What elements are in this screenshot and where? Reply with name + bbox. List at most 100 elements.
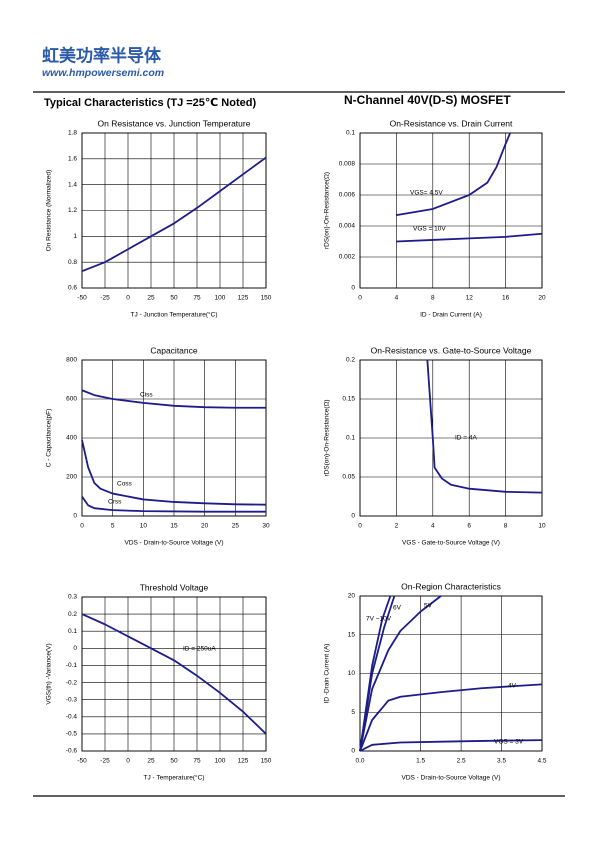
series-label: VGS= 4.5V — [410, 190, 443, 197]
x-tick-label: 150 — [261, 295, 272, 302]
data-line — [359, 739, 543, 752]
y-tick-label: 0.006 — [339, 192, 356, 199]
x-tick-label: 2 — [395, 523, 399, 530]
x-tick-label: 100 — [215, 295, 226, 302]
y-tick-label: 15 — [348, 631, 356, 638]
x-tick-label: 1.5 — [416, 758, 425, 765]
x-tick-label: 0 — [358, 295, 362, 302]
x-tick-label: 12 — [466, 295, 474, 302]
x-tick-label: 50 — [170, 295, 178, 302]
x-tick-label: 4 — [395, 295, 399, 302]
plot-frame — [81, 132, 267, 289]
y-tick-label: 0.1 — [346, 130, 355, 137]
x-tick-label: 8 — [431, 295, 435, 302]
series-label: 5V — [424, 603, 433, 610]
y-tick-label: 0.8 — [68, 259, 77, 266]
data-line — [81, 156, 267, 273]
y-tick-label: 0.6 — [68, 285, 77, 292]
brand: 虹美功率半导体 — [42, 45, 162, 65]
chart-title: Capacitance — [150, 345, 198, 355]
series-label: VGS = 10V — [413, 226, 446, 233]
y-tick-label: 0.004 — [339, 223, 356, 230]
data-line — [81, 613, 267, 735]
y-tick-label: 1 — [73, 233, 77, 240]
x-tick-label: 15 — [170, 523, 178, 530]
x-tick-label: 125 — [238, 295, 249, 302]
y-tick-label: -0.1 — [66, 662, 78, 669]
x-tick-label: 0.0 — [355, 758, 364, 765]
y-tick-label: -0.3 — [66, 696, 78, 703]
x-tick-label: 30 — [262, 523, 270, 530]
y-axis-label: On Resistance (Normalized) — [46, 170, 53, 252]
y-axis-label: rDS(on)-On-Resistance(Ω) — [324, 172, 331, 249]
y-tick-label: 0.3 — [68, 594, 77, 601]
y-tick-label: 1.6 — [68, 156, 77, 163]
y-tick-label: 0.2 — [68, 611, 77, 618]
x-tick-label: 0 — [80, 523, 84, 530]
x-tick-label: 100 — [215, 758, 226, 765]
y-axis-label: rDS(on)-On-Resistance(Ω) — [324, 399, 331, 476]
x-tick-label: 20 — [538, 295, 546, 302]
y-tick-label: -0.5 — [66, 731, 78, 738]
x-tick-label: 25 — [147, 295, 155, 302]
data-line — [426, 359, 543, 494]
y-tick-label: 400 — [66, 435, 77, 442]
x-tick-label: 0 — [126, 295, 130, 302]
series-label: Ciss — [140, 392, 153, 399]
y-tick-label: 0 — [351, 285, 355, 292]
x-tick-label: 150 — [261, 758, 272, 765]
y-tick-label: 5 — [351, 709, 355, 716]
y-tick-label: 0.1 — [68, 628, 77, 635]
chart-title: On-Resistance vs. Gate-to-Source Voltage — [371, 345, 532, 355]
data-line — [359, 595, 442, 752]
chart-title: On Resistance vs. Junction Temperature — [98, 118, 251, 128]
data-line — [359, 683, 543, 752]
y-axis-label: C - Capacitance(pF) — [46, 409, 53, 468]
x-tick-label: 10 — [140, 523, 148, 530]
y-tick-label: -0.2 — [66, 679, 78, 686]
x-tick-label: 2.5 — [457, 758, 466, 765]
data-line — [396, 232, 543, 243]
x-axis-label: TJ - Junction Temperature(°C) — [130, 311, 217, 319]
x-tick-label: 5 — [111, 523, 115, 530]
chart-title: On-Resistance vs. Drain Current — [390, 118, 513, 128]
x-axis-label: ID - Drain Current (A) — [420, 312, 482, 319]
website: www.hmpowersemi.com — [42, 67, 164, 79]
data-line — [81, 389, 266, 409]
x-tick-label: 0 — [126, 758, 130, 765]
y-tick-label: 600 — [66, 396, 77, 403]
x-tick-label: 20 — [201, 523, 209, 530]
y-tick-label: 1.8 — [68, 130, 77, 137]
plot-frame — [359, 359, 543, 517]
x-axis-label: TJ - Temperature(°C) — [144, 774, 205, 782]
x-axis-label: VDS - Drain-to-Source Voltage (V) — [402, 775, 501, 782]
product-title: N-Channel 40V(D-S) MOSFET — [344, 93, 511, 107]
x-tick-label: 10 — [538, 523, 546, 530]
annotation: ID = 4A — [455, 435, 478, 442]
series-label: Crss — [108, 499, 122, 506]
y-axis-label: VGS(th) -Variance(V) — [46, 643, 53, 704]
y-tick-label: 0 — [351, 748, 355, 755]
annotation: ID = 250uA — [183, 646, 216, 653]
series-label: VGS = 3V — [494, 739, 524, 746]
chart-title: On-Region Characteristics — [401, 581, 501, 591]
x-tick-label: 25 — [232, 523, 240, 530]
data-line — [396, 132, 511, 217]
y-tick-label: 20 — [348, 593, 356, 600]
y-tick-label: 800 — [66, 357, 77, 364]
y-tick-label: 0 — [73, 513, 77, 520]
chart-title: Threshold Voltage — [140, 582, 209, 592]
y-tick-label: 0.05 — [342, 474, 355, 481]
x-axis-label: VGS - Gate-to-Source Voltage (V) — [402, 540, 500, 547]
series-label: 4V — [508, 683, 517, 690]
series-label: 6V — [393, 605, 402, 612]
plot-frame — [359, 595, 543, 752]
data-line — [359, 595, 392, 752]
x-tick-label: 125 — [238, 758, 249, 765]
plot-frame — [359, 132, 543, 289]
y-tick-label: -0.4 — [66, 713, 78, 720]
x-tick-label: 4.5 — [537, 758, 546, 765]
y-tick-label: 10 — [348, 670, 356, 677]
x-tick-label: 25 — [147, 758, 155, 765]
